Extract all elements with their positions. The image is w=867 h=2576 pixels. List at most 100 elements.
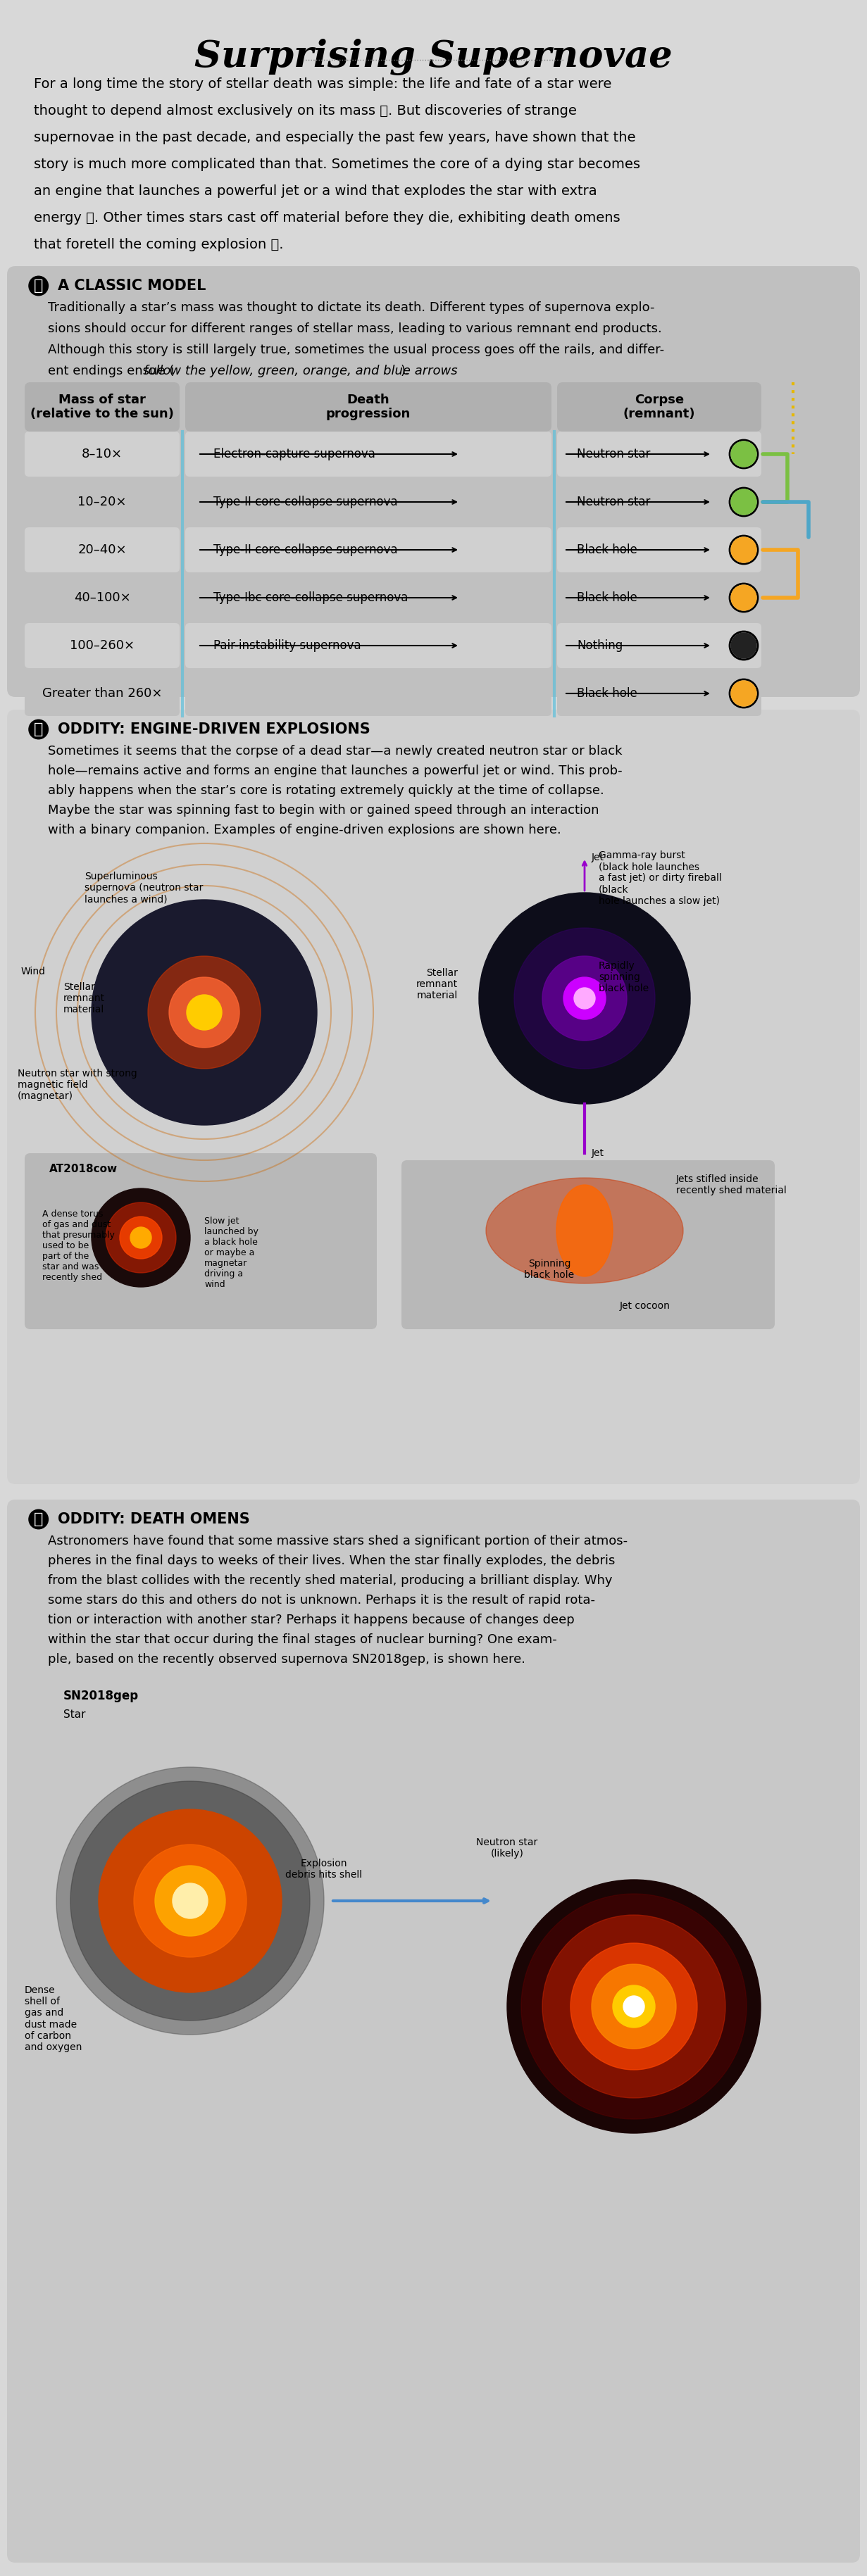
FancyBboxPatch shape <box>557 381 761 433</box>
FancyBboxPatch shape <box>557 623 761 667</box>
Ellipse shape <box>486 1177 683 1283</box>
Text: Jet: Jet <box>591 1149 604 1159</box>
Circle shape <box>731 585 756 611</box>
Circle shape <box>186 994 222 1030</box>
FancyBboxPatch shape <box>186 433 551 477</box>
Text: sions should occur for different ranges of stellar mass, leading to various remn: sions should occur for different ranges … <box>48 322 662 335</box>
FancyBboxPatch shape <box>7 1499 860 2563</box>
Text: Dense
shell of
gas and
dust made
of carbon
and oxygen: Dense shell of gas and dust made of carb… <box>24 1986 82 2053</box>
FancyBboxPatch shape <box>24 670 179 716</box>
Text: pheres in the final days to weeks of their lives. When the star finally explodes: pheres in the final days to weeks of the… <box>48 1553 615 1566</box>
FancyBboxPatch shape <box>186 670 551 716</box>
Text: A CLASSIC MODEL: A CLASSIC MODEL <box>58 278 206 294</box>
Text: Jet cocoon: Jet cocoon <box>620 1301 670 1311</box>
Circle shape <box>543 956 627 1041</box>
Text: Type-II core-collapse supernova: Type-II core-collapse supernova <box>213 495 398 507</box>
Text: that foretell the coming explosion Ⓒ.: that foretell the coming explosion Ⓒ. <box>34 237 284 252</box>
Circle shape <box>106 1203 176 1273</box>
Text: Type-Ibc core-collapse supernova: Type-Ibc core-collapse supernova <box>213 592 408 603</box>
FancyBboxPatch shape <box>24 381 179 433</box>
Circle shape <box>155 1865 225 1937</box>
Circle shape <box>570 1942 697 2069</box>
Text: Spinning
black hole: Spinning black hole <box>525 1260 575 1280</box>
FancyBboxPatch shape <box>7 708 860 1484</box>
Circle shape <box>514 927 655 1069</box>
Text: Explosion
debris hits shell: Explosion debris hits shell <box>285 1857 362 1880</box>
Text: Greater than 260×: Greater than 260× <box>42 688 162 701</box>
Text: Although this story is still largely true, sometimes the usual process goes off : Although this story is still largely tru… <box>48 343 664 355</box>
Text: 8–10×: 8–10× <box>81 448 122 461</box>
Text: hole—remains active and forms an engine that launches a powerful jet or wind. Th: hole—remains active and forms an engine … <box>48 765 623 778</box>
FancyBboxPatch shape <box>24 433 179 477</box>
FancyBboxPatch shape <box>557 528 761 572</box>
Ellipse shape <box>557 1185 613 1275</box>
FancyBboxPatch shape <box>24 574 179 621</box>
Circle shape <box>130 1226 152 1249</box>
Circle shape <box>70 1780 310 2020</box>
Circle shape <box>574 987 595 1010</box>
Circle shape <box>731 489 756 515</box>
Circle shape <box>521 1893 746 2120</box>
Circle shape <box>120 1216 162 1260</box>
FancyBboxPatch shape <box>186 479 551 526</box>
Text: Jet: Jet <box>591 853 604 863</box>
FancyBboxPatch shape <box>186 574 551 621</box>
Text: Star: Star <box>63 1710 86 1721</box>
Circle shape <box>564 976 606 1020</box>
Text: Mass of star
(relative to the sun): Mass of star (relative to the sun) <box>30 394 174 420</box>
Text: an engine that launches a powerful jet or a wind that explodes the star with ext: an engine that launches a powerful jet o… <box>34 185 597 198</box>
Text: Corpse
(remnant): Corpse (remnant) <box>623 394 695 420</box>
Circle shape <box>173 1883 208 1919</box>
Text: some stars do this and others do not is unknown. Perhaps it is the result of rap: some stars do this and others do not is … <box>48 1595 595 1607</box>
Circle shape <box>731 680 756 706</box>
Text: from the blast collides with the recently shed material, producing a brilliant d: from the blast collides with the recentl… <box>48 1574 612 1587</box>
FancyBboxPatch shape <box>401 1159 775 1329</box>
Text: Ⓑ: Ⓑ <box>34 721 43 737</box>
Text: Electron-capture supernova: Electron-capture supernova <box>213 448 375 461</box>
Text: A dense torus
of gas and dust
that presumably
used to be
part of the
star and wa: A dense torus of gas and dust that presu… <box>42 1211 114 1283</box>
FancyBboxPatch shape <box>186 623 551 667</box>
Text: ODDITY: ENGINE-DRIVEN EXPLOSIONS: ODDITY: ENGINE-DRIVEN EXPLOSIONS <box>58 721 370 737</box>
Text: supernovae in the past decade, and especially the past few years, have shown tha: supernovae in the past decade, and espec… <box>34 131 636 144</box>
Text: Black hole: Black hole <box>577 688 637 701</box>
Text: Ⓒ: Ⓒ <box>34 1512 43 1528</box>
Circle shape <box>591 1965 676 2048</box>
Text: Astronomers have found that some massive stars shed a significant portion of the: Astronomers have found that some massive… <box>48 1535 628 1548</box>
Text: 20–40×: 20–40× <box>78 544 127 556</box>
Text: Maybe the star was spinning fast to begin with or gained speed through an intera: Maybe the star was spinning fast to begi… <box>48 804 599 817</box>
Circle shape <box>92 899 317 1126</box>
Circle shape <box>479 894 690 1105</box>
Text: thought to depend almost exclusively on its mass Ⓐ. But discoveries of strange: thought to depend almost exclusively on … <box>34 103 577 118</box>
Text: SN2018gep: SN2018gep <box>63 1690 139 1703</box>
Text: Neutron star: Neutron star <box>577 448 650 461</box>
Text: follow the yellow, green, orange, and blue arrows: follow the yellow, green, orange, and bl… <box>144 366 458 376</box>
Circle shape <box>731 538 756 562</box>
Text: Neutron star: Neutron star <box>577 495 650 507</box>
Text: Pair-instability supernova: Pair-instability supernova <box>213 639 361 652</box>
Circle shape <box>92 1188 190 1288</box>
FancyBboxPatch shape <box>7 265 860 698</box>
FancyBboxPatch shape <box>24 1154 377 1329</box>
Circle shape <box>731 440 756 466</box>
Text: Ⓐ: Ⓐ <box>34 278 43 294</box>
Text: ple, based on the recently observed supernova SN2018gep, is shown here.: ple, based on the recently observed supe… <box>48 1654 525 1667</box>
Circle shape <box>543 1914 726 2097</box>
Circle shape <box>507 1880 760 2133</box>
FancyBboxPatch shape <box>557 479 761 526</box>
Text: within the star that occur during the final stages of nuclear burning? One exam-: within the star that occur during the fi… <box>48 1633 557 1646</box>
Text: Slow jet
launched by
a black hole
or maybe a
magnetar
driving a
wind: Slow jet launched by a black hole or may… <box>205 1216 258 1288</box>
Text: 10–20×: 10–20× <box>78 495 127 507</box>
Circle shape <box>56 1767 324 2035</box>
FancyBboxPatch shape <box>557 670 761 716</box>
Circle shape <box>623 1996 644 2017</box>
Circle shape <box>99 1808 282 1991</box>
FancyBboxPatch shape <box>24 528 179 572</box>
Circle shape <box>134 1844 246 1958</box>
Text: Type-II core-collapse supernova: Type-II core-collapse supernova <box>213 544 398 556</box>
Text: ent endings ensue (: ent endings ensue ( <box>48 366 174 376</box>
Text: Gamma-ray burst
(black hole launches
a fast jet) or dirty fireball
(black
hole l: Gamma-ray burst (black hole launches a f… <box>598 850 721 907</box>
Text: Neutron star with strong
magnetic field
(magnetar): Neutron star with strong magnetic field … <box>17 1069 137 1103</box>
Text: Traditionally a star’s mass was thought to dictate its death. Different types of: Traditionally a star’s mass was thought … <box>48 301 655 314</box>
Text: 100–260×: 100–260× <box>69 639 134 652</box>
FancyBboxPatch shape <box>557 433 761 477</box>
